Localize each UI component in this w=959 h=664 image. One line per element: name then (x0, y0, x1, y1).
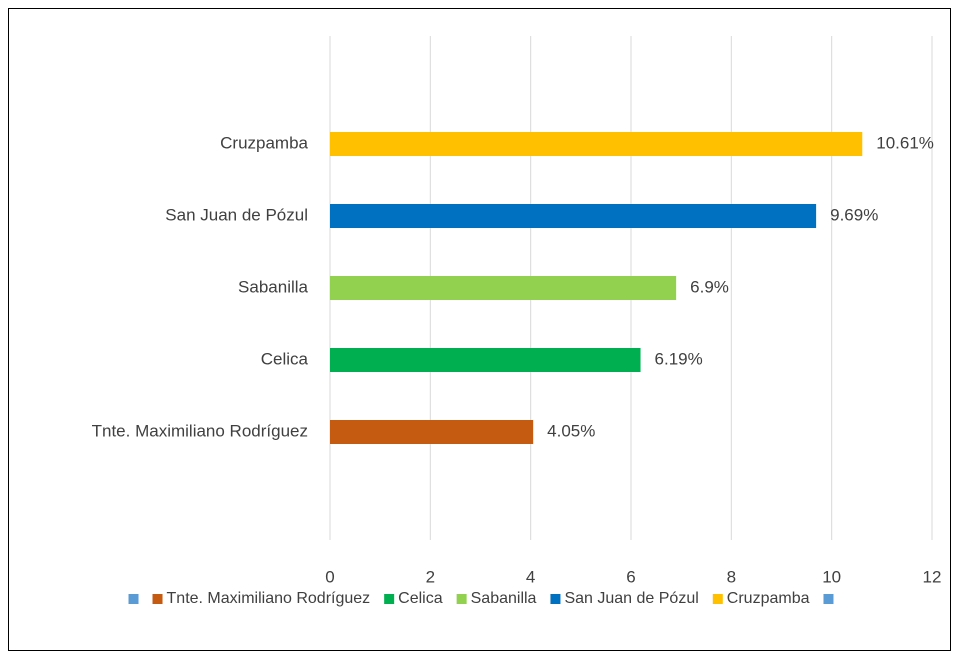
legend-swatch (456, 594, 467, 604)
legend-swatch (823, 594, 834, 604)
bar (330, 348, 641, 372)
value-label: 9.69% (830, 205, 878, 224)
y-tick-label: Sabanilla (238, 277, 308, 296)
bar (330, 420, 534, 444)
legend-label: Celica (398, 590, 443, 607)
y-tick-label: San Juan de Pózul (165, 205, 308, 224)
legend-label: San Juan de Pózul (564, 590, 698, 607)
value-label: 6.19% (655, 349, 703, 368)
x-tick-label: 10 (822, 567, 841, 586)
legend-swatch (384, 594, 395, 604)
legend-label: Tnte. Maximiliano Rodríguez (167, 590, 371, 607)
y-tick-label: Cruzpamba (220, 133, 308, 152)
x-tick-label: 6 (626, 567, 635, 586)
y-tick-label: Celica (261, 349, 309, 368)
x-tick-label: 2 (426, 567, 435, 586)
legend-swatch (128, 594, 139, 604)
bar (330, 132, 863, 156)
x-tick-label: 8 (727, 567, 736, 586)
x-tick-label: 4 (526, 567, 535, 586)
value-label: 6.9% (690, 277, 729, 296)
legend-swatch (712, 594, 723, 604)
value-label: 10.61% (876, 133, 934, 152)
bar (330, 276, 677, 300)
y-tick-label: Tnte. Maximiliano Rodríguez (92, 421, 308, 440)
legend-label: Cruzpamba (727, 590, 810, 607)
legend-label: Sabanilla (471, 590, 537, 607)
x-tick-label: 12 (923, 567, 942, 586)
legend-swatch (152, 594, 163, 604)
chart-frame (8, 8, 951, 651)
x-tick-label: 0 (325, 567, 334, 586)
value-label: 4.05% (547, 421, 595, 440)
bar (330, 204, 817, 228)
legend-swatch (550, 594, 561, 604)
